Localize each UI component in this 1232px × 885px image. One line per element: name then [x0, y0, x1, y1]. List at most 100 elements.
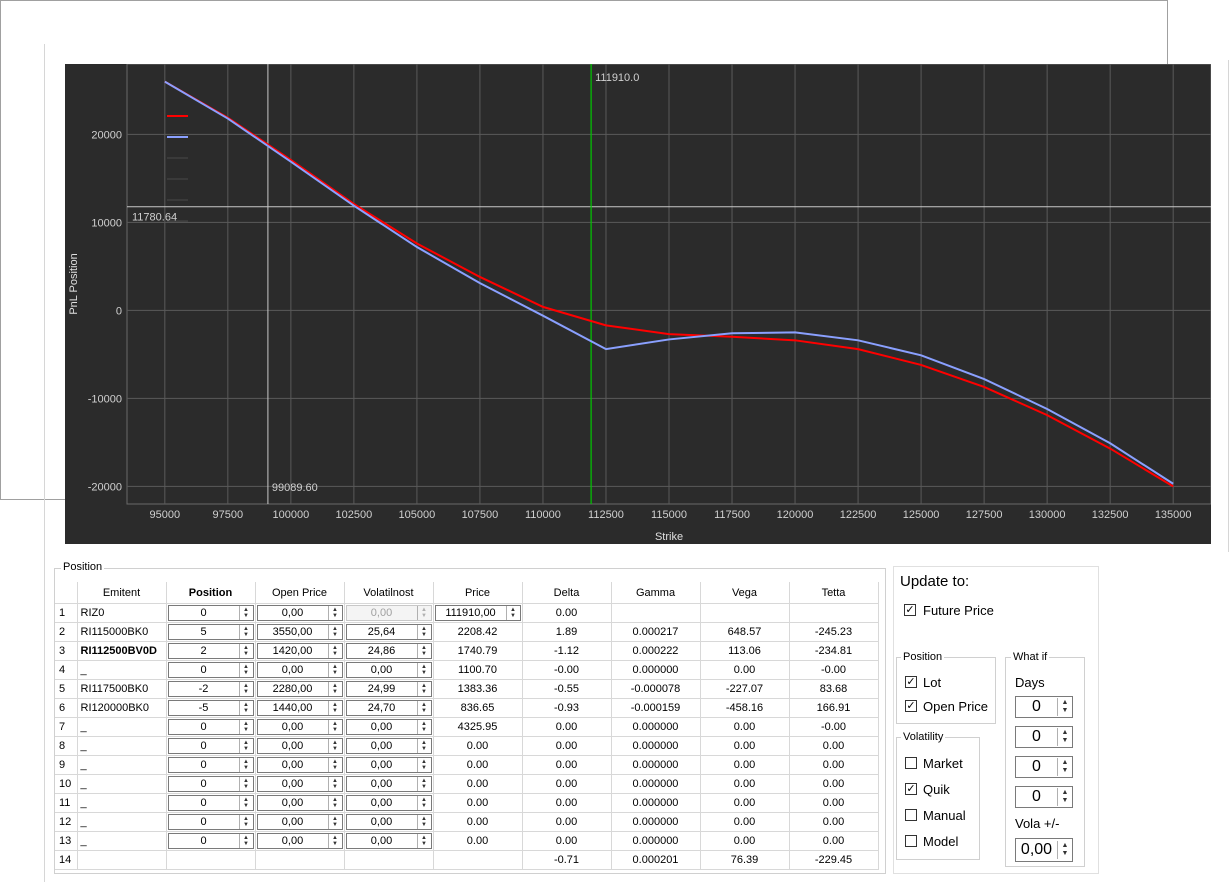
spin-arrows-icon[interactable]: ▲ ▼: [327, 644, 342, 658]
open-price-spinbox[interactable]: 1440,00 ▲ ▼: [256, 700, 343, 716]
position-header[interactable]: Position: [166, 582, 256, 604]
spin-arrows-icon[interactable]: ▲ ▼: [238, 682, 253, 696]
position-spinbox[interactable]: 0 ▲ ▼: [167, 662, 254, 678]
volatility-spinbox[interactable]: 0,00 ▲ ▼: [345, 814, 432, 830]
spin-arrows-icon[interactable]: ▲ ▼: [327, 758, 342, 772]
spin-arrows-icon[interactable]: ▲ ▼: [327, 720, 342, 734]
spin-arrows-icon[interactable]: ▲ ▼: [327, 663, 342, 677]
open-price-spinbox[interactable]: 0,00 ▲ ▼: [256, 662, 343, 678]
spin-arrows-icon[interactable]: ▲ ▼: [416, 625, 431, 639]
open-price-spinbox[interactable]: 0,00 ▲ ▼: [256, 776, 343, 792]
future-price-checkbox[interactable]: ✓: [904, 604, 916, 616]
spin-arrows-icon[interactable]: ▲ ▼: [416, 663, 431, 677]
position-spinbox[interactable]: 0 ▲ ▼: [167, 776, 254, 792]
spin-arrows-icon[interactable]: ▲ ▼: [505, 606, 520, 620]
volatility-cell[interactable]: 0,00 ▲ ▼: [344, 812, 434, 832]
open-price-cell[interactable]: 0,00 ▲ ▼: [255, 774, 345, 794]
position-spinbox[interactable]: 0 ▲ ▼: [167, 795, 254, 811]
position-cell[interactable]: 0 ▲ ▼: [166, 755, 256, 775]
position-spinbox[interactable]: -2 ▲ ▼: [167, 681, 254, 697]
table-row[interactable]: 4 _ 0 ▲ ▼ 0,00 ▲ ▼ 0,00 ▲ ▼ 1100.70 -0.00 0.000000 0.0…: [55, 660, 879, 680]
volatility-cell[interactable]: 24,70 ▲ ▼: [344, 698, 434, 718]
spin-arrows-icon[interactable]: ▲ ▼: [238, 701, 253, 715]
spin-arrows-icon[interactable]: ▲ ▼: [416, 758, 431, 772]
table-row[interactable]: 6 RI120000BK0 -5 ▲ ▼ 1440,00 ▲ ▼ 24,70 ▲ ▼ 836.65 -0…: [55, 698, 879, 718]
position-cell[interactable]: 2 ▲ ▼: [166, 641, 256, 661]
quik-checkbox[interactable]: ✓: [905, 783, 917, 795]
open-price-spinbox[interactable]: 2280,00 ▲ ▼: [256, 681, 343, 697]
open-price-cell[interactable]: 2280,00 ▲ ▼: [255, 679, 345, 699]
open-price-cell[interactable]: 0,00 ▲ ▼: [255, 660, 345, 680]
position-spinbox[interactable]: 2 ▲ ▼: [167, 643, 254, 659]
emitent-cell[interactable]: _: [77, 774, 167, 794]
spin-arrows-icon[interactable]: ▲ ▼: [238, 777, 253, 791]
spin-arrows-icon[interactable]: ▲ ▼: [416, 739, 431, 753]
volatility-cell[interactable]: 0,00 ▲ ▼: [344, 717, 434, 737]
volatility-header[interactable]: Volatilnost: [344, 582, 434, 604]
spin-arrows-icon[interactable]: ▲ ▼: [238, 834, 253, 848]
pnl-chart[interactable]: 95000 97500 100000 102500 105000 107500 110000…: [65, 64, 1211, 544]
spin-arrows-icon[interactable]: ▲ ▼: [1057, 841, 1072, 859]
spin-arrows-icon[interactable]: ▲ ▼: [327, 625, 342, 639]
volatility-spinbox[interactable]: 24,86 ▲ ▼: [345, 643, 432, 659]
spin-arrows-icon[interactable]: ▲ ▼: [238, 739, 253, 753]
tetta-header[interactable]: Tetta: [789, 582, 879, 604]
model-checkbox[interactable]: [905, 835, 917, 847]
days-spinbox-4[interactable]: 0 ▲ ▼: [1015, 786, 1073, 808]
spin-arrows-icon[interactable]: ▲ ▼: [416, 720, 431, 734]
spin-arrows-icon[interactable]: ▲ ▼: [416, 834, 431, 848]
volatility-spinbox[interactable]: 24,70 ▲ ▼: [345, 700, 432, 716]
spin-arrows-icon[interactable]: ▲ ▼: [416, 644, 431, 658]
open-price-cell[interactable]: 0,00 ▲ ▼: [255, 736, 345, 756]
spin-arrows-icon[interactable]: ▲ ▼: [327, 815, 342, 829]
table-row[interactable]: 3 RI112500BV0D 2 ▲ ▼ 1420,00 ▲ ▼ 24,86 ▲ ▼ 1740.79-…: [55, 641, 879, 661]
spin-arrows-icon[interactable]: ▲ ▼: [416, 796, 431, 810]
position-cell[interactable]: 0 ▲ ▼: [166, 717, 256, 737]
days-spinbox-3[interactable]: 0 ▲ ▼: [1015, 756, 1073, 778]
delta-header[interactable]: Delta: [522, 582, 612, 604]
spin-arrows-icon[interactable]: ▲ ▼: [1057, 758, 1072, 776]
volatility-cell[interactable]: 0,00 ▲ ▼: [344, 736, 434, 756]
open-price-header[interactable]: Open Price: [255, 582, 345, 604]
spin-arrows-icon[interactable]: ▲ ▼: [1057, 788, 1072, 806]
open-price-cell[interactable]: 0,00 ▲ ▼: [255, 603, 345, 623]
market-checkbox[interactable]: [905, 757, 917, 769]
open-price-cell[interactable]: 0,00 ▲ ▼: [255, 755, 345, 775]
days-spinbox-1[interactable]: 0 ▲ ▼: [1015, 696, 1073, 718]
position-cell[interactable]: 0 ▲ ▼: [166, 812, 256, 832]
position-cell[interactable]: 0 ▲ ▼: [166, 831, 256, 851]
open-price-cell[interactable]: 1420,00 ▲ ▼: [255, 641, 345, 661]
spin-arrows-icon[interactable]: ▲ ▼: [416, 606, 431, 620]
emitent-cell[interactable]: _: [77, 717, 167, 737]
emitent-cell[interactable]: RI120000BK0: [77, 698, 167, 718]
spin-arrows-icon[interactable]: ▲ ▼: [238, 663, 253, 677]
position-cell[interactable]: 0 ▲ ▼: [166, 660, 256, 680]
volatility-spinbox[interactable]: 0,00 ▲ ▼: [345, 776, 432, 792]
emitent-cell[interactable]: RIZ0: [77, 603, 167, 623]
open-price-cell[interactable]: 3550,00 ▲ ▼: [255, 622, 345, 642]
volatility-spinbox[interactable]: 0,00 ▲ ▼: [345, 795, 432, 811]
volatility-spinbox[interactable]: 0,00 ▲ ▼: [345, 719, 432, 735]
table-row[interactable]: 9 _ 0 ▲ ▼ 0,00 ▲ ▼ 0,00 ▲ ▼ 0.00 0.00 0.000000 0.00 0.0…: [55, 755, 879, 775]
open-price-spinbox[interactable]: 0,00 ▲ ▼: [256, 719, 343, 735]
volatility-spinbox[interactable]: 0,00 ▲ ▼: [345, 738, 432, 754]
emitent-cell[interactable]: RI115000BK0: [77, 622, 167, 642]
position-spinbox[interactable]: 5 ▲ ▼: [167, 624, 254, 640]
spin-arrows-icon[interactable]: ▲ ▼: [327, 606, 342, 620]
vega-header[interactable]: Vega: [700, 582, 790, 604]
table-row[interactable]: 10 _ 0 ▲ ▼ 0,00 ▲ ▼ 0,00 ▲ ▼ 0.00 0.00 0.000000 0.00 0.…: [55, 774, 879, 794]
manual-checkbox[interactable]: [905, 809, 917, 821]
spin-arrows-icon[interactable]: ▲ ▼: [416, 701, 431, 715]
volatility-spinbox[interactable]: 0,00 ▲ ▼: [345, 833, 432, 849]
emitent-cell[interactable]: _: [77, 812, 167, 832]
spin-arrows-icon[interactable]: ▲ ▼: [238, 606, 253, 620]
emitent-cell[interactable]: _: [77, 736, 167, 756]
volatility-cell[interactable]: 25,64 ▲ ▼: [344, 622, 434, 642]
emitent-cell[interactable]: _: [77, 831, 167, 851]
volatility-cell[interactable]: 0,00 ▲ ▼: [344, 660, 434, 680]
emitent-cell[interactable]: _: [77, 755, 167, 775]
spin-arrows-icon[interactable]: ▲ ▼: [327, 739, 342, 753]
position-spinbox[interactable]: 0 ▲ ▼: [167, 757, 254, 773]
price-cell[interactable]: 111910,00 ▲ ▼: [433, 603, 523, 623]
volatility-spinbox[interactable]: 25,64 ▲ ▼: [345, 624, 432, 640]
